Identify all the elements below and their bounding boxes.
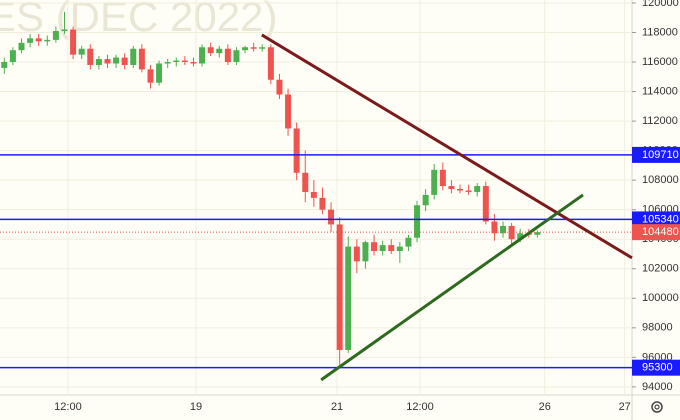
candle-body [250,47,257,49]
level-label-box [632,146,680,163]
candle-body [181,60,188,63]
candle-body [173,60,180,63]
y-tick-label: 120000 [642,0,679,9]
candle-body [1,62,8,68]
y-tick-label: 114000 [642,85,678,97]
candle-body [121,57,128,65]
candle-body [465,190,472,192]
candle-body [474,186,481,192]
x-tick-label: 12:00 [54,401,82,413]
candle-body [87,48,94,65]
candle-body [164,62,171,64]
y-tick-label: 94000 [642,381,673,393]
candle-body [482,186,489,222]
candle-body [242,47,249,51]
candle-body [95,59,102,65]
candle-body [44,39,51,42]
candle-body [104,59,111,64]
y-tick-label: 112000 [642,115,678,127]
candle-body [302,172,309,192]
level-label: 95300 [642,362,673,374]
candle-body [130,48,137,65]
candle-body [9,50,16,63]
candle-body [70,29,77,55]
candle-body [310,191,317,198]
candle-body [517,233,524,240]
level-label-box [632,359,680,376]
candle-body [414,205,421,238]
candle-body [388,245,395,252]
candle-body [328,209,335,225]
trendline [261,33,633,260]
candle-body [18,42,25,51]
gear-center[interactable] [654,404,660,410]
candle-body [156,63,163,83]
candle-body [147,69,154,83]
x-tick-label: 21 [331,401,343,413]
candle-body [457,189,464,191]
y-tick-label: 100000 [642,292,679,304]
x-tick-label: 19 [190,401,202,413]
candle-body [371,242,378,252]
y-tick-label: 108000 [642,174,679,186]
candle-body [27,38,34,43]
candle-body [396,246,403,252]
candle-body [113,57,120,64]
candle-body [224,48,231,63]
candle-body [379,245,386,252]
y-tick-label: 116000 [642,56,678,68]
candle-body [319,197,326,210]
candle-body [345,246,352,350]
last-price-box [632,224,680,241]
last-price-label: 104480 [642,226,679,238]
candle-body [78,48,85,55]
y-tick-label: 118000 [642,26,678,38]
gear[interactable] [651,401,663,413]
candle-body [190,62,197,64]
x-tick-label: 12:00 [406,401,434,413]
candle-body [500,225,507,234]
candle-body [233,50,240,63]
candle-body [52,31,59,40]
candle-body [199,47,206,64]
candle-body [353,246,360,262]
candle-body [259,47,266,49]
candle-body [285,94,292,129]
candle-body [207,47,214,54]
settings-icon[interactable] [651,401,663,413]
candle-body [362,242,369,262]
y-tick-label: 102000 [642,263,679,275]
candle-body [431,169,438,195]
x-tick-label: 26 [539,401,551,413]
y-tick-label: 98000 [642,322,673,334]
candle-body [61,29,68,32]
candle-body [35,38,42,42]
candle-body [439,169,446,187]
candle-body [216,48,223,54]
candle-body [336,224,343,350]
trendline [320,193,584,382]
candle-body [422,194,429,206]
candle-body [276,79,283,95]
candle-body [491,221,498,234]
candle-body [293,128,300,173]
candle-body [267,47,274,80]
level-label-box [632,211,680,228]
level-label: 105340 [642,213,679,225]
x-tick-label: 27 [619,401,631,413]
candle-body [508,225,515,240]
level-label: 109710 [642,149,679,161]
watermark: ES (DEC 2022) [0,0,277,40]
candle-body [138,48,145,70]
candle-body [448,186,455,190]
candle-body [534,232,541,235]
candle-body [405,237,412,247]
